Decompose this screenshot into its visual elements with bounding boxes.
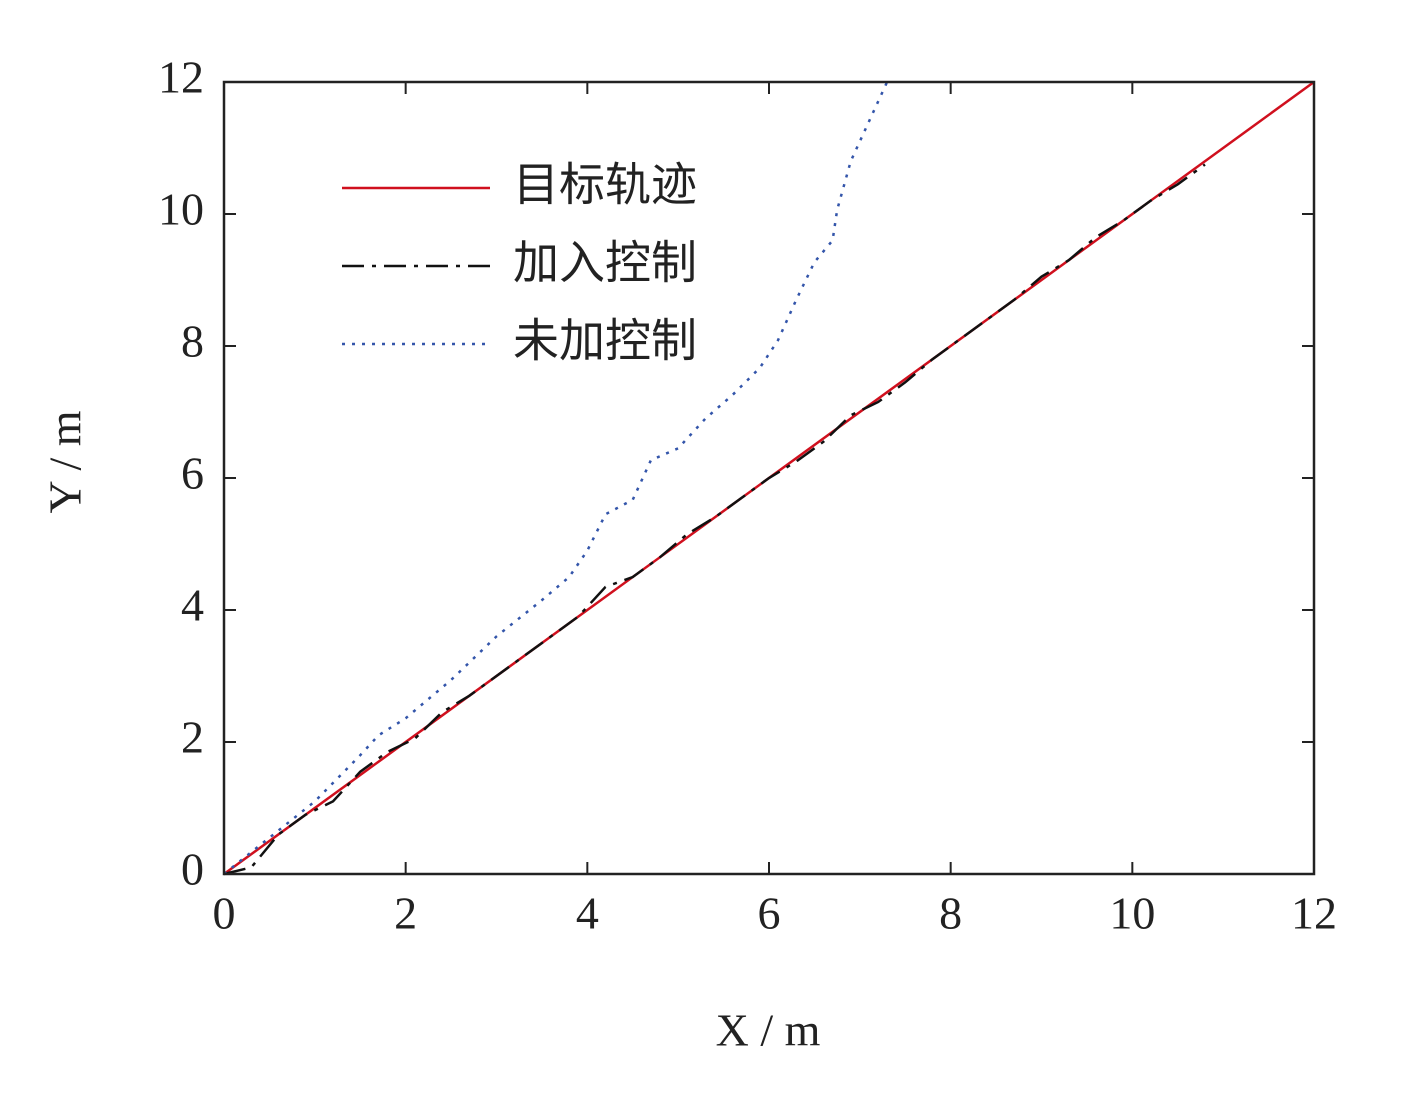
x-tick-label: 8 — [939, 888, 962, 939]
x-axis-label: X / m — [716, 1005, 821, 1056]
x-tick-label: 10 — [1109, 888, 1155, 939]
y-tick-label: 10 — [158, 184, 204, 235]
legend-label: 加入控制 — [513, 236, 697, 290]
x-tick-label: 4 — [576, 888, 599, 939]
y-tick-label: 6 — [181, 448, 204, 499]
y-tick-label: 12 — [158, 52, 204, 103]
plot-frame — [222, 80, 1316, 876]
legend-label: 目标轨迹 — [513, 158, 697, 212]
y-tick-label: 4 — [181, 580, 204, 631]
legend-label: 未加控制 — [513, 314, 697, 368]
y-tick-label: 0 — [181, 844, 204, 895]
x-tick-label: 0 — [213, 888, 236, 939]
series-line — [223, 163, 1206, 876]
x-tick-label: 12 — [1291, 888, 1337, 939]
y-tick-label: 2 — [181, 712, 204, 763]
y-axis-label: Y / m — [40, 410, 91, 513]
x-tick-label: 6 — [758, 888, 781, 939]
x-tick-label: 2 — [394, 888, 417, 939]
series-line — [223, 81, 889, 875]
y-tick-label: 8 — [181, 316, 204, 367]
